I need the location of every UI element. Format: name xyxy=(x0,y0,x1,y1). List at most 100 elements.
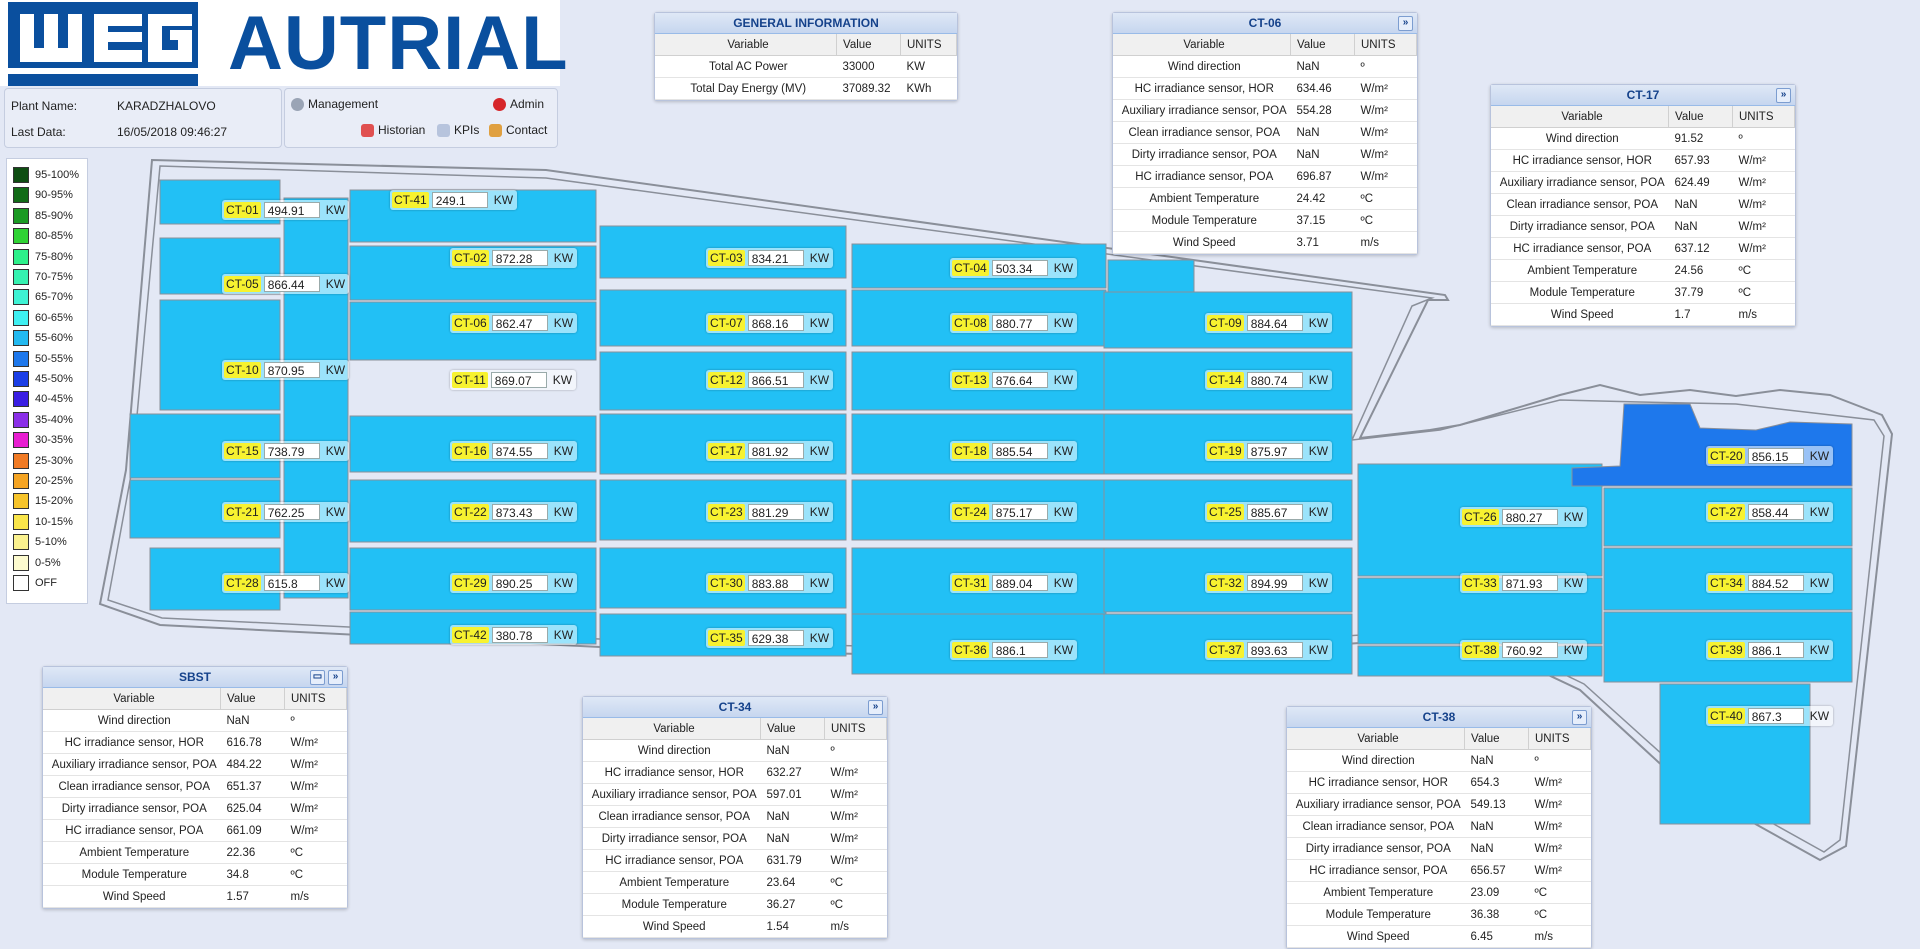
inverter-ct-34[interactable]: CT-34 884.52 KW xyxy=(1706,573,1834,593)
inverter-ct-01[interactable]: CT-01 494.91 KW xyxy=(222,200,350,220)
inverter-ct-12[interactable]: CT-12 866.51 KW xyxy=(706,370,834,390)
plant-name-label: Plant Name: xyxy=(11,99,78,113)
cell-variable: HC irradiance sensor, HOR xyxy=(1113,77,1291,100)
panel-title: CT-34 » xyxy=(583,697,887,718)
legend-label: 15-20% xyxy=(35,495,73,508)
legend-item: 90-95% xyxy=(13,185,73,205)
expand-icon[interactable]: » xyxy=(1398,16,1413,31)
cell-variable: Auxiliary irradiance sensor, POA xyxy=(1491,171,1669,194)
inverter-ct-33[interactable]: CT-33 871.93 KW xyxy=(1460,573,1588,593)
cell-variable: Auxiliary irradiance sensor, POA xyxy=(583,783,761,806)
inverter-ct-03[interactable]: CT-03 834.21 KW xyxy=(706,248,834,268)
table-row: Wind Speed 1.54 m/s xyxy=(583,915,887,938)
cell-units: ºC xyxy=(824,871,887,894)
legend-item: 95-100% xyxy=(13,165,79,185)
cell-value: 1.7 xyxy=(1668,303,1733,326)
inverter-power-unit: KW xyxy=(553,576,574,590)
inverter-ct-19[interactable]: CT-19 875.97 KW xyxy=(1205,441,1333,461)
inverter-ct-07[interactable]: CT-07 868.16 KW xyxy=(706,313,834,333)
legend-label: 80-85% xyxy=(35,230,73,243)
kpis-link[interactable]: KPIs xyxy=(437,123,479,137)
inverter-name: CT-20 xyxy=(1708,448,1745,464)
cell-units: m/s xyxy=(1732,303,1795,326)
inverter-power-unit: KW xyxy=(325,203,346,217)
inverter-name: CT-23 xyxy=(708,504,745,520)
inverter-ct-14[interactable]: CT-14 880.74 KW xyxy=(1205,370,1333,390)
inverter-power-unit: KW xyxy=(809,444,830,458)
inverter-ct-15[interactable]: CT-15 738.79 KW xyxy=(222,441,350,461)
cell-units: º xyxy=(284,709,347,732)
cell-value: 22.36 xyxy=(220,841,285,864)
cell-units: W/m² xyxy=(1732,193,1795,216)
inverter-ct-31[interactable]: CT-31 889.04 KW xyxy=(950,573,1078,593)
cell-value: NaN xyxy=(760,827,825,850)
inverter-ct-02[interactable]: CT-02 872.28 KW xyxy=(450,248,578,268)
inverter-ct-28[interactable]: CT-28 615.8 KW xyxy=(222,573,350,593)
inverter-power-value: 880.74 xyxy=(1246,372,1303,388)
inverter-ct-37[interactable]: CT-37 893.63 KW xyxy=(1205,640,1333,660)
inverter-power-value: 889.04 xyxy=(991,575,1048,591)
historian-link[interactable]: Historian xyxy=(361,123,425,137)
inverter-power-unit: KW xyxy=(325,505,346,519)
inverter-ct-27[interactable]: CT-27 858.44 KW xyxy=(1706,502,1834,522)
inverter-ct-11[interactable]: CT-11 869.07 KW xyxy=(450,370,577,390)
col-value: Value xyxy=(760,718,825,740)
cell-units: ºC xyxy=(824,893,887,916)
inverter-ct-13[interactable]: CT-13 876.64 KW xyxy=(950,370,1078,390)
expand-icon[interactable]: » xyxy=(868,700,883,715)
inverter-name: CT-32 xyxy=(1207,575,1244,591)
table-row: Ambient Temperature 24.42 ºC xyxy=(1113,187,1417,210)
cell-units: W/m² xyxy=(1528,771,1591,794)
cell-variable: Wind Speed xyxy=(1287,925,1465,948)
cell-variable: HC irradiance sensor, HOR xyxy=(1491,149,1669,172)
inverter-ct-39[interactable]: CT-39 886.1 KW xyxy=(1706,640,1834,660)
inverter-ct-20[interactable]: CT-20 856.15 KW xyxy=(1706,446,1834,466)
management-link[interactable]: Management xyxy=(291,97,378,111)
inverter-ct-36[interactable]: CT-36 886.1 KW xyxy=(950,640,1078,660)
inverter-ct-08[interactable]: CT-08 880.77 KW xyxy=(950,313,1078,333)
inverter-ct-29[interactable]: CT-29 890.25 KW xyxy=(450,573,578,593)
inverter-ct-25[interactable]: CT-25 885.67 KW xyxy=(1205,502,1333,522)
inverter-ct-06[interactable]: CT-06 862.47 KW xyxy=(450,313,578,333)
inverter-ct-04[interactable]: CT-04 503.34 KW xyxy=(950,258,1078,278)
expand-icon[interactable]: » xyxy=(1776,88,1791,103)
inverter-ct-32[interactable]: CT-32 894.99 KW xyxy=(1205,573,1333,593)
col-units: UNITS xyxy=(1354,34,1417,56)
cell-units: W/m² xyxy=(1528,793,1591,816)
inverter-ct-38[interactable]: CT-38 760.92 KW xyxy=(1460,640,1588,660)
inverter-ct-26[interactable]: CT-26 880.27 KW xyxy=(1460,507,1588,527)
panel-title-text: CT-17 xyxy=(1626,88,1660,102)
inverter-power-unit: KW xyxy=(1563,643,1584,657)
inverter-ct-24[interactable]: CT-24 875.17 KW xyxy=(950,502,1078,522)
inverter-ct-41[interactable]: CT-41 249.1 KW xyxy=(390,190,518,210)
inverter-ct-35[interactable]: CT-35 629.38 KW xyxy=(706,628,834,648)
restore-icon[interactable]: ▭ xyxy=(310,670,325,685)
legend-label: 10-15% xyxy=(35,515,73,528)
contact-link[interactable]: Contact xyxy=(489,123,547,137)
expand-icon[interactable]: » xyxy=(328,670,343,685)
inverter-name: CT-13 xyxy=(952,372,989,388)
inverter-ct-16[interactable]: CT-16 874.55 KW xyxy=(450,441,578,461)
inverter-ct-23[interactable]: CT-23 881.29 KW xyxy=(706,502,834,522)
inverter-ct-42[interactable]: CT-42 380.78 KW xyxy=(450,625,578,645)
inverter-ct-30[interactable]: CT-30 883.88 KW xyxy=(706,573,834,593)
cell-value: 36.38 xyxy=(1464,903,1529,926)
inverter-ct-22[interactable]: CT-22 873.43 KW xyxy=(450,502,578,522)
inverter-ct-40[interactable]: CT-40 867.3 KW xyxy=(1706,706,1834,726)
inverter-ct-09[interactable]: CT-09 884.64 KW xyxy=(1205,313,1333,333)
inverter-ct-18[interactable]: CT-18 885.54 KW xyxy=(950,441,1078,461)
legend-label: 5-10% xyxy=(35,536,67,549)
legend-label: 65-70% xyxy=(35,291,73,304)
inverter-ct-05[interactable]: CT-05 866.44 KW xyxy=(222,274,350,294)
admin-link[interactable]: Admin xyxy=(493,97,544,111)
cell-variable: Total AC Power xyxy=(655,55,837,78)
expand-icon[interactable]: » xyxy=(1572,710,1587,725)
weather-table: Variable Value UNITS Wind direction NaN º HC i… xyxy=(1113,34,1417,254)
inverter-ct-21[interactable]: CT-21 762.25 KW xyxy=(222,502,350,522)
table-row: Ambient Temperature 24.56 ºC xyxy=(1491,259,1795,282)
array-block xyxy=(159,299,281,411)
inverter-ct-10[interactable]: CT-10 870.95 KW xyxy=(222,360,350,380)
cell-units: W/m² xyxy=(1732,171,1795,194)
inverter-ct-17[interactable]: CT-17 881.92 KW xyxy=(706,441,834,461)
legend-swatch xyxy=(13,289,29,306)
